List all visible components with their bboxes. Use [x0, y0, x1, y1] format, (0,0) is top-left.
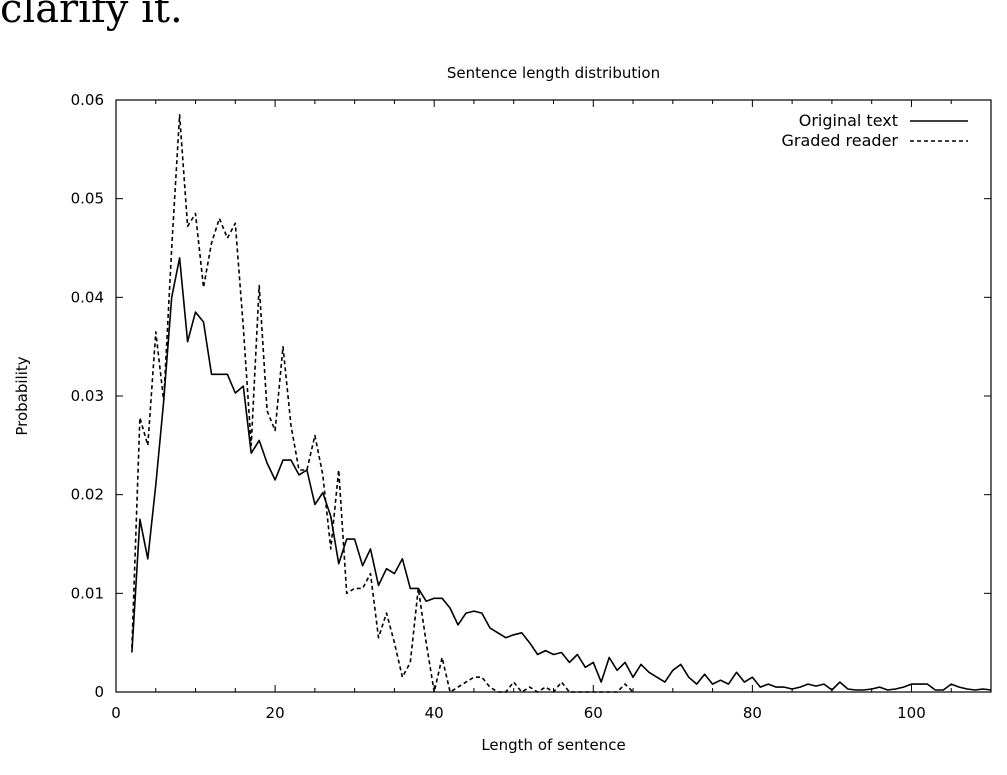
x-tick-label: 20 [266, 704, 285, 722]
chart-title: Sentence length distribution [447, 64, 660, 82]
y-tick-label: 0.06 [71, 91, 104, 109]
x-tick-label: 80 [743, 704, 762, 722]
x-tick-label: 100 [897, 704, 926, 722]
text-fragment: clarify it. [0, 0, 183, 32]
y-tick-label: 0.04 [71, 288, 104, 306]
y-tick-label: 0.05 [71, 190, 104, 208]
y-tick-label: 0 [94, 683, 104, 701]
y-tick-label: 0.02 [71, 486, 104, 504]
legend-label: Graded reader [782, 131, 899, 150]
x-tick-label: 60 [584, 704, 603, 722]
x-axis-label: Length of sentence [481, 736, 625, 754]
series-group [131, 114, 992, 693]
x-tick-label: 0 [111, 704, 121, 722]
y-tick-label: 0.01 [71, 584, 104, 602]
series-line-original-text [131, 257, 992, 691]
x-tick-label: 40 [425, 704, 444, 722]
series-line-graded-reader [131, 114, 634, 693]
y-tick-label: 0.03 [71, 387, 104, 405]
legend-label: Original text [799, 111, 898, 130]
axis-ticks: 0 20 40 60 80 100 0 0.01 0.02 0.03 0.04 0.05 0.06 [71, 91, 991, 722]
y-axis-label: Probability [13, 356, 31, 435]
